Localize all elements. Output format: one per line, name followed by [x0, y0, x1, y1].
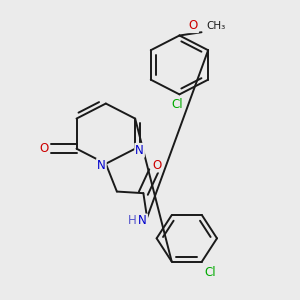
Text: H: H	[128, 214, 137, 227]
Text: N: N	[135, 144, 144, 157]
Text: O: O	[152, 158, 161, 172]
Text: N: N	[97, 159, 106, 172]
Text: O: O	[40, 142, 49, 155]
Text: CH₃: CH₃	[206, 21, 225, 31]
Text: Cl: Cl	[171, 98, 183, 111]
Text: Cl: Cl	[204, 266, 216, 278]
Text: N: N	[138, 214, 147, 227]
Text: O: O	[189, 19, 198, 32]
